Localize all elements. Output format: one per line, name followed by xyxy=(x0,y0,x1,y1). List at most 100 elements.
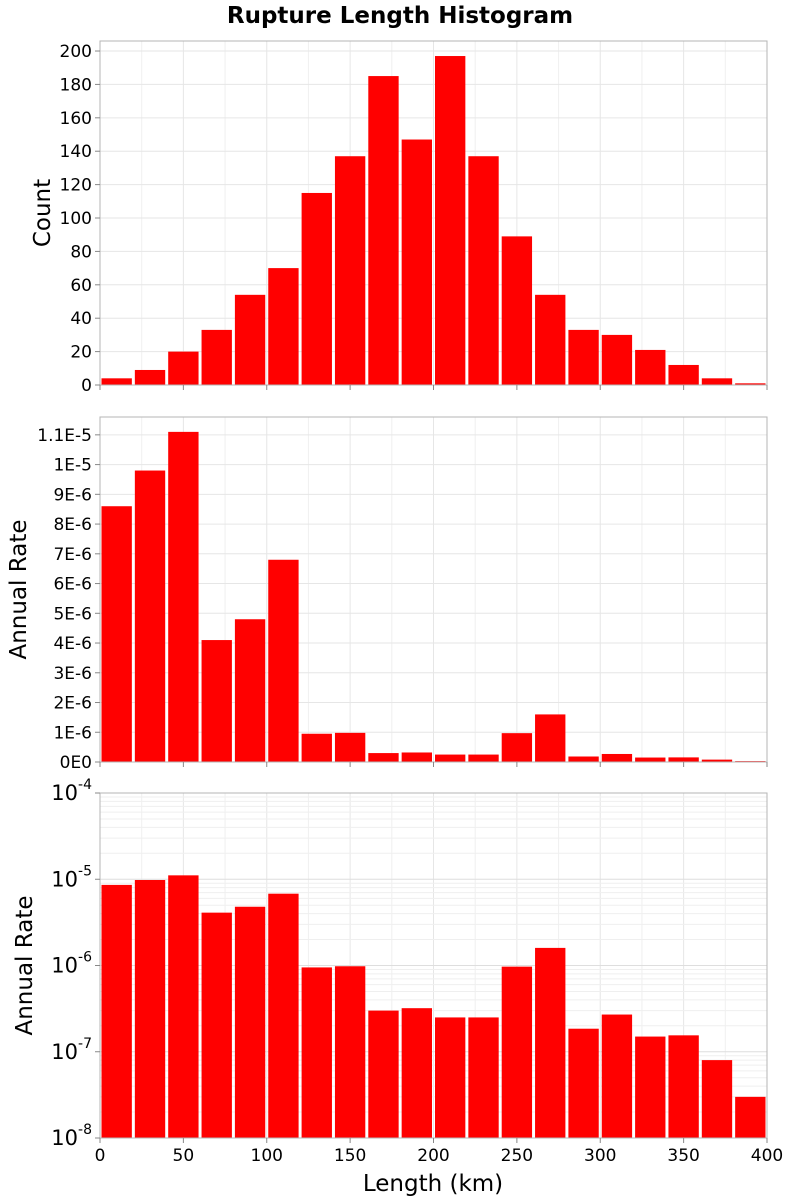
y-tick-label: 10-5 xyxy=(51,863,92,891)
y-tick-label: 140 xyxy=(60,142,92,162)
bar xyxy=(668,757,699,762)
y-axis-label: Count xyxy=(30,179,56,247)
bars xyxy=(101,431,766,762)
bar xyxy=(568,1028,599,1138)
bar xyxy=(134,369,166,385)
y-tick-label: 10-4 xyxy=(51,777,92,805)
bars xyxy=(101,875,766,1138)
bar xyxy=(635,349,666,385)
y-ticks: 10-4 10-5 10-6 10-7 10-8 xyxy=(51,777,100,1150)
bar xyxy=(468,1017,499,1138)
y-tick-label: 100 xyxy=(60,209,92,229)
y-tick-label: 8E-6 xyxy=(53,515,92,535)
grid xyxy=(99,41,768,386)
y-tick-label: 1E-6 xyxy=(53,723,92,743)
bar xyxy=(401,752,432,762)
bar xyxy=(401,1008,432,1138)
bar xyxy=(334,966,366,1138)
bar xyxy=(468,754,499,762)
bar xyxy=(168,875,199,1138)
y-tick-label: 60 xyxy=(70,276,92,296)
bar xyxy=(368,76,399,385)
y-tick-label: 6E-6 xyxy=(53,575,92,595)
x-tick-label: 400 xyxy=(751,1146,783,1166)
bar xyxy=(334,156,366,385)
bar xyxy=(234,294,266,385)
bar xyxy=(268,268,299,385)
bar xyxy=(268,893,299,1138)
grid xyxy=(99,417,768,763)
bar xyxy=(268,559,299,762)
bar xyxy=(101,884,132,1138)
bar xyxy=(134,470,166,762)
y-tick-label: 10-8 xyxy=(51,1122,92,1150)
bar xyxy=(435,56,466,386)
y-tick-label: 9E-6 xyxy=(53,485,92,505)
bar xyxy=(668,1035,699,1138)
bar xyxy=(334,732,366,762)
x-ticks xyxy=(99,385,768,390)
y-tick-label: 1.1E-5 xyxy=(37,426,92,446)
y-axis-label: Annual Rate xyxy=(12,896,38,1036)
x-axis-label: Length (km) xyxy=(363,1171,503,1197)
y-tick-label: 160 xyxy=(60,109,92,129)
bar xyxy=(435,1017,466,1138)
bar xyxy=(601,1014,633,1138)
bar xyxy=(568,329,599,385)
bar xyxy=(635,757,666,762)
bar xyxy=(535,714,566,762)
x-tick-label: 350 xyxy=(667,1146,699,1166)
bar xyxy=(735,383,766,385)
bar xyxy=(134,880,166,1138)
y-ticks: 0E0 1E-6 2E-6 3E-6 4E-6 5E-6 6E-6 7E-6 8E-6 9E-6 1… xyxy=(37,426,100,773)
y-tick-label: 2E-6 xyxy=(53,694,92,714)
y-tick-label: 10-7 xyxy=(51,1036,92,1064)
bar xyxy=(368,1010,399,1138)
y-axis-label: Annual Rate xyxy=(6,520,32,660)
bar xyxy=(101,506,132,762)
bar xyxy=(168,431,199,762)
panel-1: 0 20 40 60 80 100 120 140 160 180 200 Count xyxy=(30,40,768,396)
bar xyxy=(635,1036,666,1138)
bar xyxy=(234,619,266,762)
bar xyxy=(401,139,432,385)
bar xyxy=(201,329,232,385)
y-tick-label: 0E0 xyxy=(60,753,92,773)
bar xyxy=(501,966,533,1138)
bar xyxy=(701,759,733,762)
bar xyxy=(201,640,232,762)
bar xyxy=(435,754,466,762)
bar xyxy=(535,947,566,1138)
x-tick-label: 100 xyxy=(251,1146,283,1166)
y-tick-label: 40 xyxy=(70,309,92,329)
panel-2: 0E0 1E-6 2E-6 3E-6 4E-6 5E-6 6E-6 7E-6 8E-6 9E-6 1… xyxy=(6,416,768,773)
bar xyxy=(568,756,599,762)
y-tick-label: 0 xyxy=(81,376,92,396)
y-tick-label: 7E-6 xyxy=(53,545,92,565)
x-ticks: 0 50 100 150 200 250 300 350 400 xyxy=(95,1138,783,1166)
y-tick-label: 200 xyxy=(60,42,92,62)
x-ticks xyxy=(99,762,768,767)
bar xyxy=(501,733,533,762)
x-tick-label: 0 xyxy=(95,1146,106,1166)
y-tick-label: 4E-6 xyxy=(53,634,92,654)
bar xyxy=(701,1060,733,1138)
bar xyxy=(701,378,733,385)
bar xyxy=(668,364,699,385)
bar xyxy=(601,753,633,762)
bar xyxy=(301,192,332,385)
y-tick-label: 1E-5 xyxy=(53,456,92,476)
y-tick-label: 3E-6 xyxy=(53,664,92,684)
x-tick-label: 50 xyxy=(173,1146,195,1166)
y-tick-label: 10-6 xyxy=(51,950,92,978)
y-ticks: 0 20 40 60 80 100 120 140 160 180 200 xyxy=(60,42,100,396)
y-tick-label: 5E-6 xyxy=(53,604,92,624)
panel-3: 10-4 10-5 10-6 10-7 10-8 Annual Rate 0 50 100 150… xyxy=(12,777,783,1166)
bar xyxy=(301,967,332,1138)
bar xyxy=(201,912,232,1138)
x-tick-label: 150 xyxy=(334,1146,366,1166)
bar xyxy=(735,1096,766,1138)
x-tick-label: 300 xyxy=(584,1146,616,1166)
y-tick-label: 20 xyxy=(70,343,92,363)
